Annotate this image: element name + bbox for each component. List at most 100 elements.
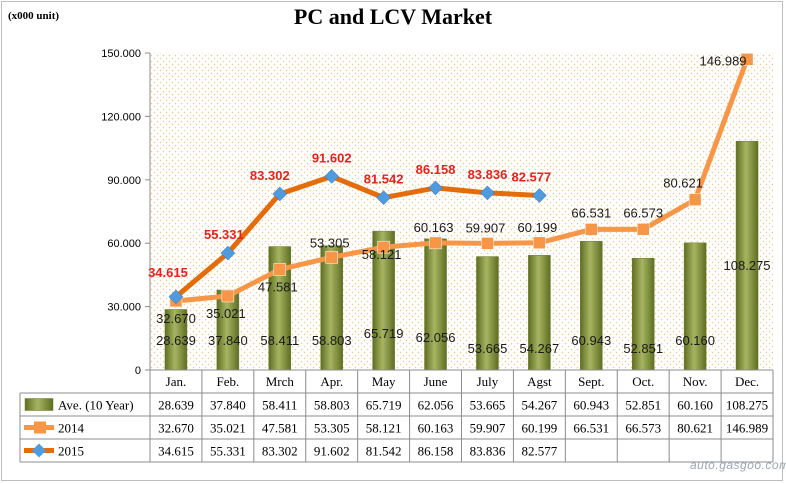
- x-tick-label: May: [372, 374, 396, 389]
- bar-ave-10-year: [320, 245, 343, 371]
- table-cell-value: 52.851: [625, 398, 661, 413]
- bar-ave-10-year: [424, 238, 447, 371]
- table-cell-value: 32.670: [158, 421, 194, 436]
- data-label-2014: 146.989: [700, 53, 747, 68]
- table-cell-value: 35.021: [210, 421, 246, 436]
- table-cell-value: 62.056: [418, 398, 454, 413]
- x-tick-label: Oct.: [632, 374, 654, 389]
- data-label-ave-10-year: 52.851: [623, 341, 663, 356]
- data-label-2014: 60.163: [414, 220, 454, 235]
- line-2014: [175, 58, 750, 304]
- data-label-2015: 83.836: [468, 167, 508, 182]
- data-label-2014: 58.121: [362, 247, 402, 262]
- data-label-2015: 81.542: [364, 172, 404, 187]
- table-cell-value: 28.639: [158, 398, 194, 413]
- x-tick-label: Dec.: [735, 374, 759, 389]
- x-tick-label: Jan.: [166, 374, 187, 389]
- data-label-ave-10-year: 108.275: [724, 258, 771, 273]
- legend-label: 2014: [58, 421, 85, 436]
- legend-key-2015-marker: [32, 443, 46, 458]
- data-label-2014: 59.907: [466, 220, 506, 235]
- data-label-ave-10-year: 28.639: [156, 333, 196, 348]
- marker-2014: [585, 223, 598, 236]
- table-cell-value: 82.577: [522, 444, 558, 459]
- marker-2015: [272, 186, 288, 202]
- table-cell-value: 66.531: [573, 421, 609, 436]
- table-cell-value: 83.836: [470, 444, 506, 459]
- table-cell-value: 83.302: [262, 444, 298, 459]
- marker-2014: [325, 251, 338, 264]
- y-tick-label: 0: [135, 365, 141, 377]
- data-label-2015: 86.158: [416, 162, 456, 177]
- data-label-2014: 35.021: [206, 306, 246, 321]
- x-tick-label: July: [477, 374, 499, 389]
- legend-key-ave-10-year: [24, 398, 54, 411]
- data-label-ave-10-year: 58.803: [312, 333, 352, 348]
- y-tick-label: 150.000: [101, 48, 141, 60]
- data-label-2014: 32.670: [156, 311, 196, 326]
- table-cell-value: 53.665: [470, 398, 506, 413]
- table-cell-value: 54.267: [522, 398, 558, 413]
- marker-2014: [481, 237, 494, 250]
- data-label-ave-10-year: 65.719: [364, 326, 404, 341]
- unit-label: (x000 unit): [8, 10, 60, 22]
- marker-2014: [688, 193, 702, 206]
- table-cell-value: 60.199: [522, 421, 558, 436]
- x-tick-label: Apr.: [320, 374, 343, 389]
- data-label-2015: 34.615: [148, 265, 188, 280]
- table-cell-value: 108.275: [726, 398, 768, 413]
- data-label-2014: 60.199: [517, 220, 557, 235]
- table-cell-value: 91.602: [314, 444, 350, 459]
- bar-ave-10-year: [683, 242, 707, 371]
- data-label-2014: 66.573: [623, 205, 663, 220]
- marker-2015: [480, 185, 495, 201]
- marker-2014: [740, 53, 754, 66]
- data-label-ave-10-year: 53.665: [468, 341, 508, 356]
- table-cell-value: 59.907: [470, 421, 506, 436]
- table-cell-value: 34.615: [158, 444, 194, 459]
- data-label-2014: 66.531: [571, 205, 611, 220]
- data-label-ave-10-year: 58.411: [260, 333, 299, 348]
- y-tick-label: 120.000: [101, 111, 141, 123]
- table-cell-value: 60.160: [677, 398, 713, 413]
- y-tick-label: 60.000: [107, 238, 141, 250]
- data-label-2015: 83.302: [250, 168, 290, 183]
- data-label-2014: 80.621: [663, 176, 703, 191]
- y-tick-label: 30.000: [107, 302, 141, 314]
- table-cell-value: 80.621: [677, 421, 713, 436]
- marker-2015: [220, 245, 236, 261]
- table-cell-value: 58.803: [314, 398, 350, 413]
- watermark-text: auto.gasgoo.com: [690, 458, 786, 472]
- table-cell-value: 65.719: [366, 398, 402, 413]
- data-label-2014: 47.581: [258, 279, 298, 294]
- table-cell-value: 58.121: [366, 421, 402, 436]
- data-label-ave-10-year: 54.267: [519, 341, 559, 356]
- plot-area: [150, 53, 773, 370]
- data-label-ave-10-year: 60.160: [675, 333, 715, 348]
- marker-2014: [273, 263, 287, 276]
- table-cell-value: 58.411: [262, 398, 297, 413]
- table-cell-value: 66.573: [625, 421, 661, 436]
- legend-label: Ave. (10 Year): [58, 398, 134, 413]
- marker-2015: [168, 289, 184, 305]
- marker-2015: [428, 180, 443, 196]
- bar-ave-10-year: [735, 140, 759, 371]
- marker-2014: [429, 236, 442, 250]
- x-tick-label: Mrch: [266, 374, 295, 389]
- y-tick-label: 90.000: [107, 175, 141, 187]
- marker-2014: [636, 223, 650, 236]
- x-tick-label: Sept.: [578, 374, 604, 389]
- table-cell-value: 53.305: [314, 421, 350, 436]
- data-label-ave-10-year: 62.056: [416, 330, 456, 345]
- x-tick-label: Feb.: [217, 374, 240, 389]
- marker-2014: [533, 236, 546, 250]
- data-label-2014: 53.305: [310, 235, 350, 250]
- x-tick-label: Nov.: [683, 374, 708, 389]
- marker-2014: [221, 289, 235, 303]
- data-label-ave-10-year: 37.840: [208, 333, 248, 348]
- table-cell-value: 37.840: [210, 398, 246, 413]
- data-label-2015: 55.331: [204, 227, 244, 242]
- x-tick-label: June: [424, 374, 448, 389]
- marker-2015: [532, 188, 547, 203]
